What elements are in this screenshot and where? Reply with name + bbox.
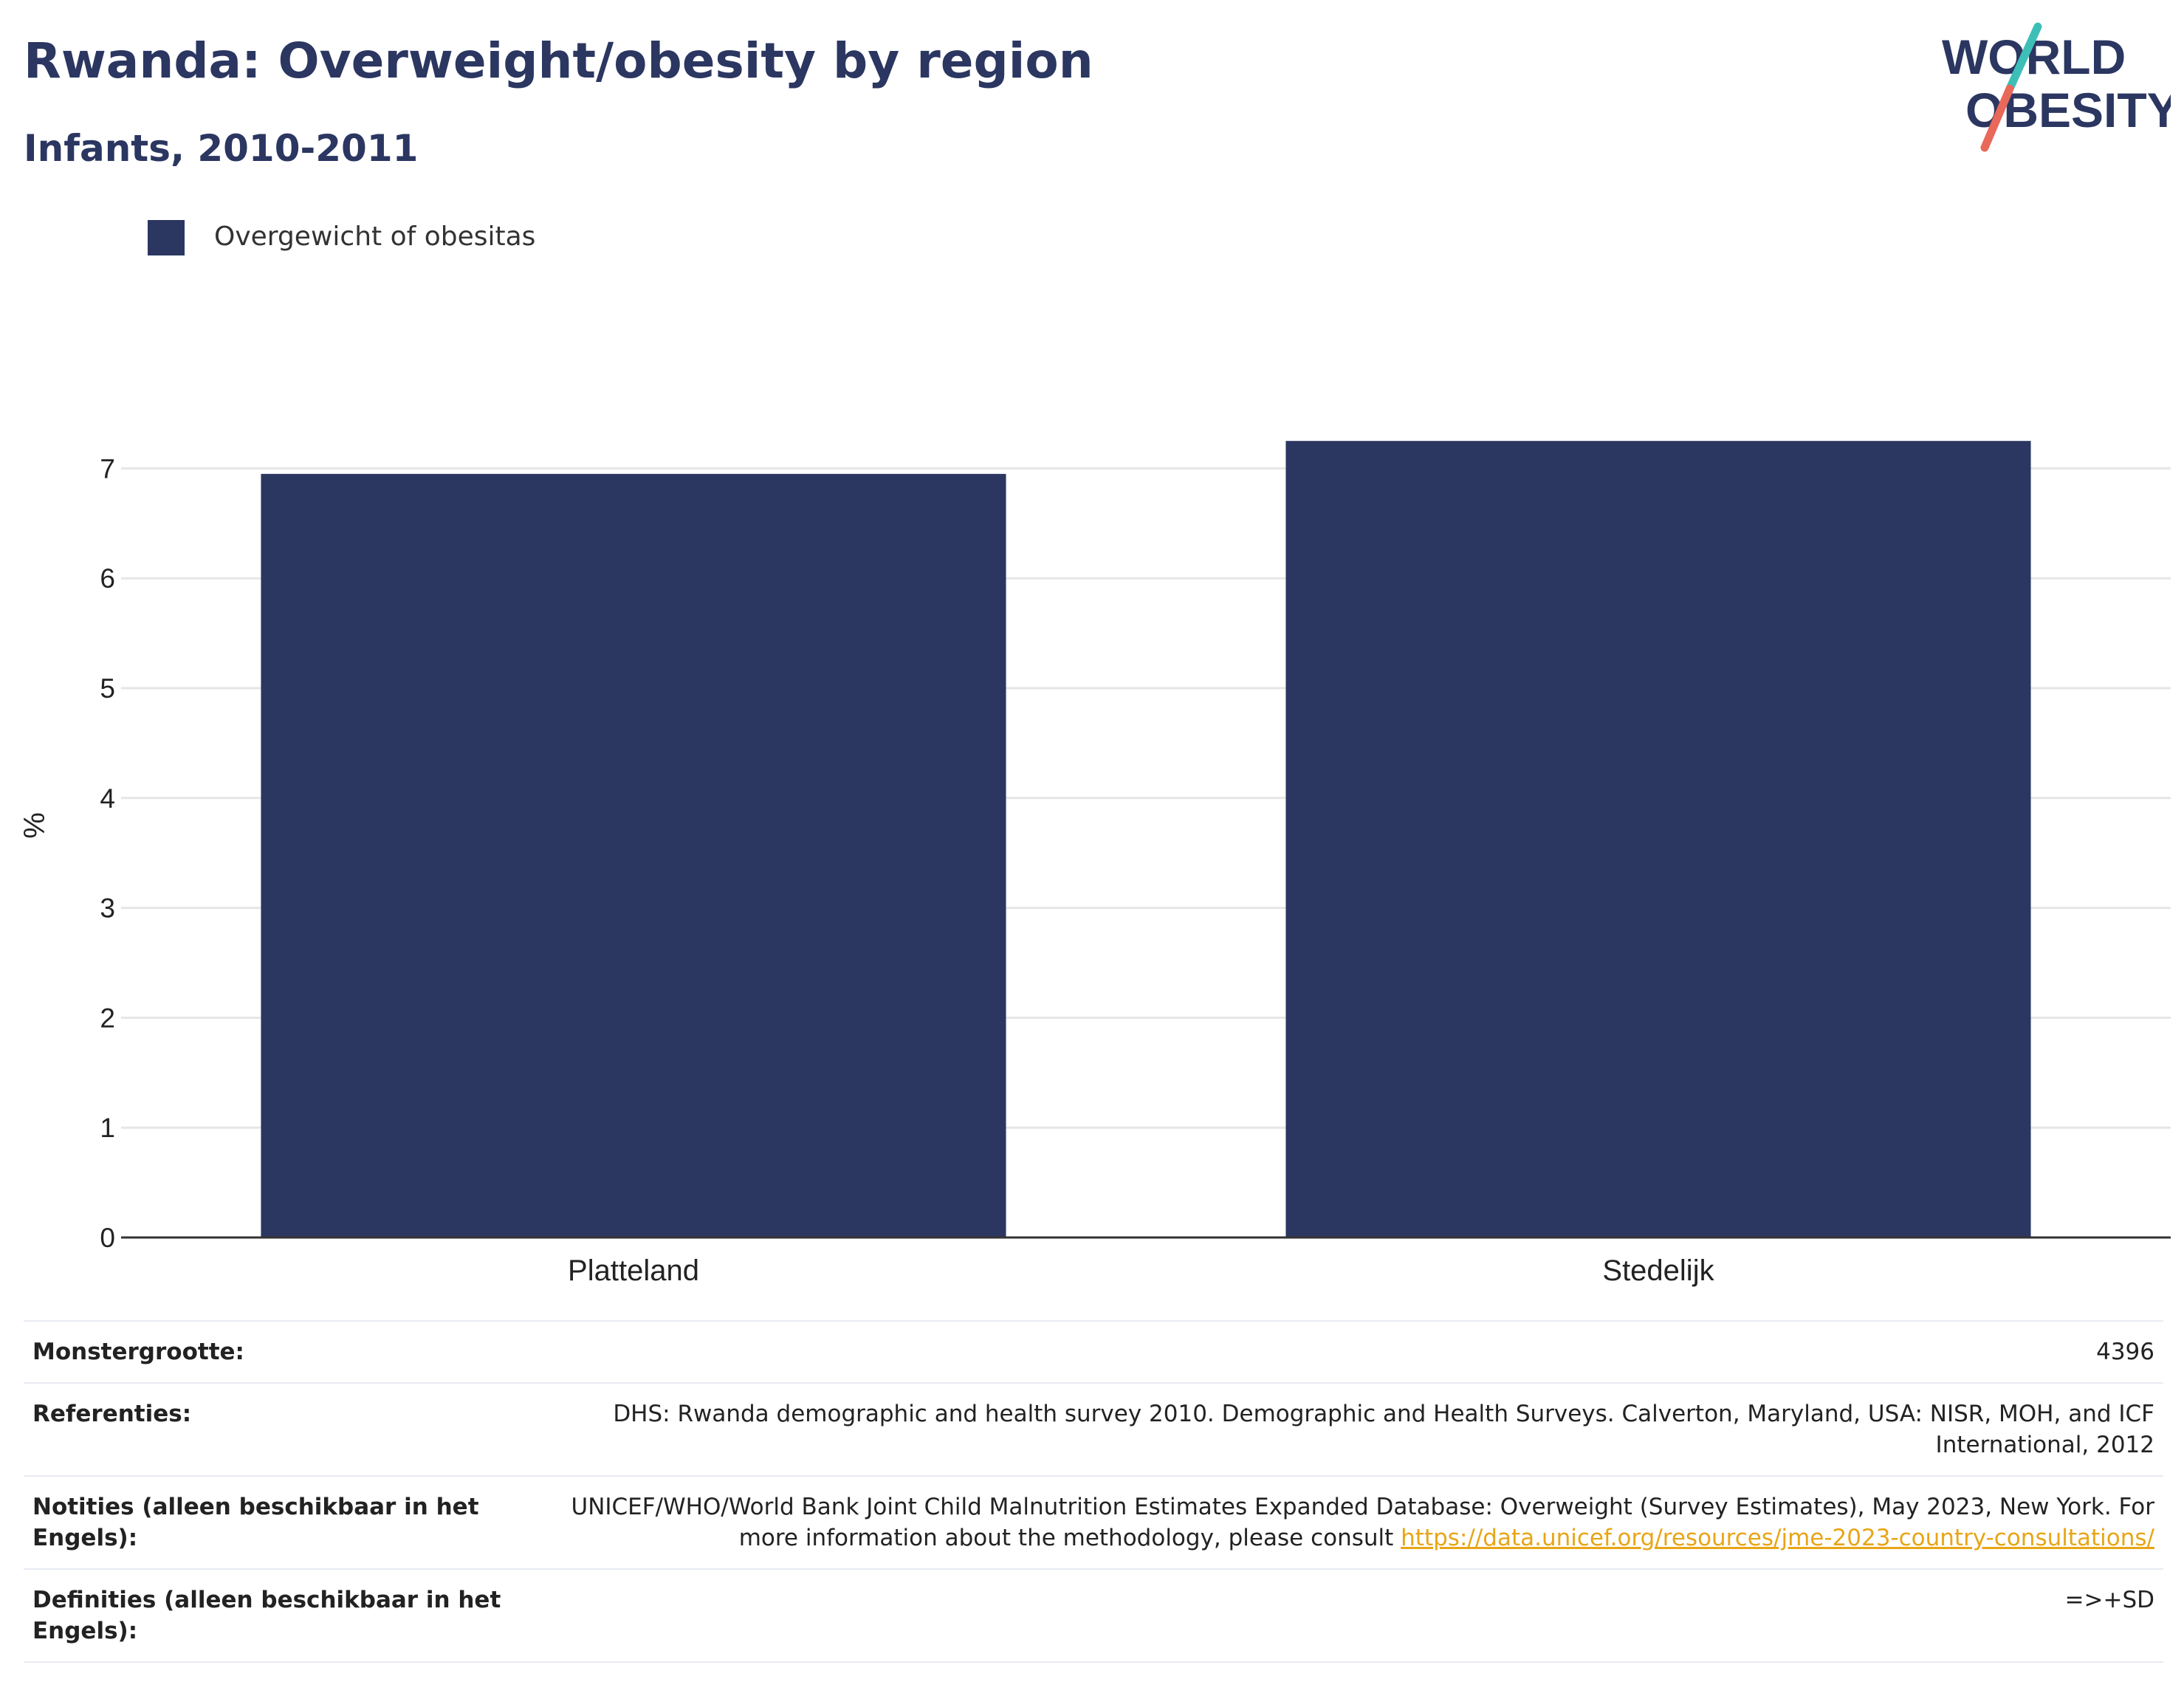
meta-value-references: DHS: Rwanda demographic and health surve… xyxy=(613,1401,2154,1458)
meta-row-notes: Notities (alleen beschikbaar in het Enge… xyxy=(24,1475,2163,1568)
y-tick-label: 2 xyxy=(100,1003,115,1033)
logo-slash-teal xyxy=(2005,22,2042,93)
chart-subtitle: Infants, 2010-2011 xyxy=(24,127,419,170)
y-tick-label: 4 xyxy=(100,783,115,814)
meta-value-notes: UNICEF/WHO/World Bank Joint Child Malnut… xyxy=(505,1491,2155,1553)
y-axis-label: % xyxy=(18,812,51,839)
bars xyxy=(261,441,2031,1238)
meta-key-sample-size: Monstergrootte: xyxy=(32,1339,244,1365)
y-tick-label: 6 xyxy=(100,563,115,594)
meta-value-definitions: =>+SD xyxy=(2064,1587,2154,1613)
bar-stedelijk[interactable] xyxy=(1285,441,2031,1238)
bar-platteland[interactable] xyxy=(261,473,1006,1237)
bar-chart: 0 1 2 3 4 5 6 7 Platteland Stedelijk % xyxy=(18,441,2171,1287)
x-tick-label-platteland: Platteland xyxy=(568,1254,699,1287)
meta-row-references: Referenties: DHS: Rwanda demographic and… xyxy=(24,1382,2163,1475)
logo-slash-red xyxy=(1980,84,2014,152)
chart-title: Rwanda: Overweight/obesity by region xyxy=(24,32,1093,89)
y-tick-label: 3 xyxy=(100,893,115,924)
meta-value-sample-size: 4396 xyxy=(2096,1339,2154,1365)
x-tick-label-stedelijk: Stedelijk xyxy=(1602,1254,1714,1287)
meta-notes-text: UNICEF/WHO/World Bank Joint Child Malnut… xyxy=(571,1494,2155,1551)
meta-key-references: Referenties: xyxy=(32,1401,192,1427)
y-tick-label: 7 xyxy=(100,453,115,484)
y-tick-label: 0 xyxy=(100,1223,115,1253)
metadata-table: Monstergrootte: 4396 Referenties: DHS: R… xyxy=(24,1320,2163,1663)
meta-key-definitions: Definities (alleen beschikbaar in het En… xyxy=(32,1587,501,1644)
y-tick-label: 5 xyxy=(100,673,115,704)
y-tick-label: 1 xyxy=(100,1113,115,1143)
meta-row-definitions: Definities (alleen beschikbaar in het En… xyxy=(24,1568,2163,1663)
world-obesity-logo: WORLD OBESITY xyxy=(1942,22,2171,152)
methodology-link[interactable]: https://data.unicef.org/resources/jme-20… xyxy=(1401,1525,2154,1551)
legend-swatch xyxy=(148,220,185,255)
legend-label: Overgewicht of obesitas xyxy=(214,222,536,252)
meta-row-sample-size: Monstergrootte: 4396 xyxy=(24,1320,2163,1382)
x-tick-labels: Platteland Stedelijk xyxy=(568,1254,1715,1287)
meta-key-notes: Notities (alleen beschikbaar in het Enge… xyxy=(32,1494,479,1551)
y-tick-labels: 0 1 2 3 4 5 6 7 xyxy=(100,453,115,1253)
